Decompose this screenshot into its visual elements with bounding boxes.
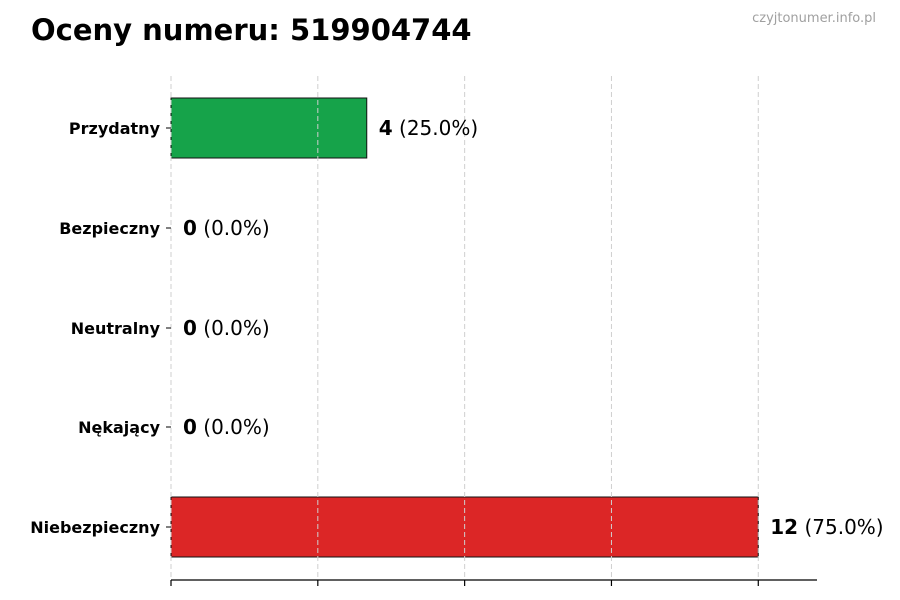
value-percent: (75.0%)	[798, 515, 884, 539]
value-percent: (0.0%)	[197, 216, 270, 240]
category-label: Bezpieczny	[59, 219, 160, 238]
value-label: 0 (0.0%)	[183, 316, 270, 340]
value-percent: (0.0%)	[197, 316, 270, 340]
value-count: 4	[379, 116, 393, 140]
watermark: czyjtonumer.info.pl	[752, 11, 876, 26]
value-count: 0	[183, 216, 197, 240]
category-label: Nękający	[78, 418, 160, 437]
value-label: 0 (0.0%)	[183, 415, 270, 439]
value-count: 0	[183, 316, 197, 340]
bar-przydatny	[170, 97, 368, 159]
value-label: 12 (75.0%)	[770, 515, 883, 539]
value-label: 0 (0.0%)	[183, 216, 270, 240]
value-count: 0	[183, 415, 197, 439]
value-percent: (0.0%)	[197, 415, 270, 439]
chart-title: Oceny numeru: 519904744	[31, 13, 472, 47]
category-label: Niebezpieczny	[30, 518, 160, 537]
value-count: 12	[770, 515, 798, 539]
value-label: 4 (25.0%)	[379, 116, 478, 140]
category-label: Przydatny	[69, 119, 161, 138]
value-percent: (25.0%)	[393, 116, 479, 140]
category-label: Neutralny	[71, 319, 161, 338]
